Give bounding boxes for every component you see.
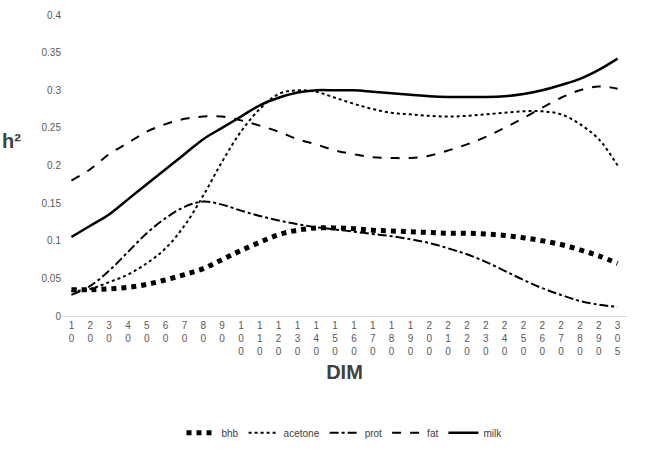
svg-text:140: 140	[313, 320, 319, 357]
svg-text:130: 130	[295, 320, 301, 357]
svg-text:270: 270	[558, 320, 564, 357]
svg-text:0.1: 0.1	[47, 235, 61, 246]
svg-text:250: 250	[521, 320, 527, 357]
svg-text:70: 70	[182, 320, 188, 344]
svg-text:220: 220	[464, 320, 470, 357]
svg-text:120: 120	[276, 320, 282, 357]
svg-text:290: 290	[596, 320, 602, 357]
svg-text:280: 280	[577, 320, 583, 357]
svg-text:bhb: bhb	[222, 428, 239, 439]
svg-text:305: 305	[615, 320, 621, 357]
svg-text:170: 170	[370, 320, 376, 357]
svg-text:40: 40	[125, 320, 131, 344]
svg-text:0.05: 0.05	[42, 273, 62, 284]
svg-text:160: 160	[351, 320, 357, 357]
svg-text:240: 240	[502, 320, 508, 357]
svg-text:10: 10	[69, 320, 75, 344]
svg-text:0.4: 0.4	[47, 10, 61, 21]
svg-text:fat: fat	[427, 428, 438, 439]
svg-text:200: 200	[426, 320, 432, 357]
svg-text:h²: h²	[2, 130, 21, 152]
svg-text:210: 210	[445, 320, 451, 357]
svg-text:90: 90	[219, 320, 225, 344]
svg-text:230: 230	[483, 320, 489, 357]
svg-text:80: 80	[200, 320, 206, 344]
svg-text:milk: milk	[483, 428, 502, 439]
svg-text:30: 30	[106, 320, 112, 344]
svg-text:260: 260	[539, 320, 545, 357]
svg-text:0.3: 0.3	[47, 85, 61, 96]
svg-text:0.25: 0.25	[42, 122, 62, 133]
svg-text:20: 20	[87, 320, 93, 344]
svg-text:0.2: 0.2	[47, 160, 61, 171]
svg-text:DIM: DIM	[326, 361, 363, 383]
svg-text:50: 50	[144, 320, 150, 344]
svg-text:190: 190	[408, 320, 414, 357]
svg-text:acetone: acetone	[284, 428, 320, 439]
svg-text:110: 110	[257, 320, 263, 357]
svg-text:150: 150	[332, 320, 338, 357]
svg-text:60: 60	[163, 320, 169, 344]
svg-text:prot: prot	[365, 428, 382, 439]
svg-text:100: 100	[238, 320, 244, 357]
svg-text:0.15: 0.15	[42, 198, 62, 209]
svg-text:0.35: 0.35	[42, 47, 62, 58]
svg-text:0: 0	[55, 311, 61, 322]
svg-text:180: 180	[389, 320, 395, 357]
